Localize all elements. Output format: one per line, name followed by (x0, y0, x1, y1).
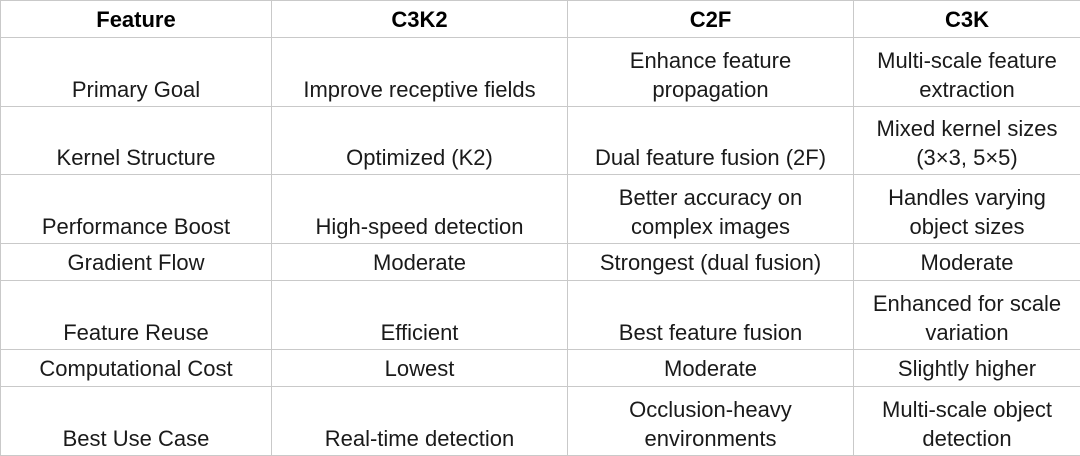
table-row: Primary Goal Improve receptive fields En… (0, 37, 1080, 107)
cell-c2f: Enhance feature propagation (567, 37, 854, 107)
table-row: Feature Reuse Efficient Best feature fus… (0, 280, 1080, 350)
table-row: Computational Cost Lowest Moderate Sligh… (0, 348, 1080, 388)
cell-c3k: Handles varying object sizes (853, 174, 1080, 244)
header-feature: Feature (0, 0, 272, 38)
cell-c2f: Occlusion-heavy environments (567, 386, 854, 456)
cell-c3k2: Lowest (271, 348, 568, 388)
table-row: Best Use Case Real-time detection Occlus… (0, 386, 1080, 456)
row-label: Feature Reuse (0, 280, 272, 350)
cell-c2f: Best feature fusion (567, 280, 854, 350)
header-c2f: C2F (567, 0, 854, 38)
cell-c3k: Enhanced for scale variation (853, 280, 1080, 350)
cell-c3k2: Moderate (271, 242, 568, 282)
row-label: Computational Cost (0, 348, 272, 388)
row-label: Kernel Structure (0, 105, 272, 176)
cell-c3k: Multi-scale feature extraction (853, 37, 1080, 107)
table-row: Gradient Flow Moderate Strongest (dual f… (0, 242, 1080, 282)
cell-c3k2: Improve receptive fields (271, 37, 568, 107)
cell-c3k2: Optimized (K2) (271, 105, 568, 176)
table-row: Performance Boost High-speed detection B… (0, 174, 1080, 244)
cell-c3k2: Real-time detection (271, 386, 568, 456)
header-row: Feature C3K2 C2F C3K (0, 0, 1080, 38)
cell-c2f: Dual feature fusion (2F) (567, 105, 854, 176)
cell-c3k2: High-speed detection (271, 174, 568, 244)
row-label: Best Use Case (0, 386, 272, 456)
row-label: Performance Boost (0, 174, 272, 244)
cell-c2f: Moderate (567, 348, 854, 388)
row-label: Gradient Flow (0, 242, 272, 282)
header-c3k: C3K (853, 0, 1080, 38)
cell-c3k: Multi-scale object detection (853, 386, 1080, 456)
cell-c3k: Slightly higher (853, 348, 1080, 388)
cell-c3k: Moderate (853, 242, 1080, 282)
table-row: Kernel Structure Optimized (K2) Dual fea… (0, 105, 1080, 176)
row-label: Primary Goal (0, 37, 272, 107)
cell-c3k: Mixed kernel sizes (3×3, 5×5) (853, 105, 1080, 176)
header-c3k2: C3K2 (271, 0, 568, 38)
cell-c2f: Strongest (dual fusion) (567, 242, 854, 282)
cell-c3k2: Efficient (271, 280, 568, 350)
cell-c2f: Better accuracy on complex images (567, 174, 854, 244)
